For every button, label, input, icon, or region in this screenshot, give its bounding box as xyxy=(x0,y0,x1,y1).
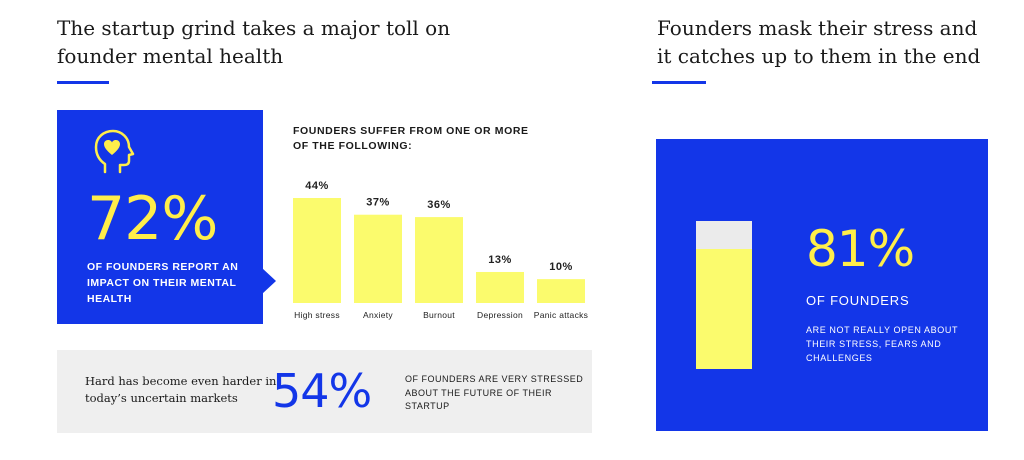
value-label-panic-attacks: 10% xyxy=(549,261,573,273)
category-label-burnout: Burnout xyxy=(423,310,455,320)
symptoms-bar-chart: 44% High stress 37% Anxiety 36% Burnout 13% Dep… xyxy=(293,180,588,320)
stat-81-label: OF FOUNDERS xyxy=(806,293,910,308)
stat-54-value: 54% xyxy=(272,364,372,418)
category-label-anxiety: Anxiety xyxy=(363,310,393,320)
value-label-anxiety: 37% xyxy=(366,197,390,209)
stat-81-description: ARE NOT REALLY OPEN ABOUT THEIR STRESS, … xyxy=(806,325,958,363)
category-label-panic-attacks: Panic attacks xyxy=(534,310,588,320)
bar-burnout xyxy=(415,217,463,303)
stat-81-card: 81% OF FOUNDERS ARE NOT REALLY OPEN ABOU… xyxy=(656,139,988,431)
stat-72-value: 72% xyxy=(87,184,218,254)
bar-anxiety xyxy=(354,214,402,303)
value-label-burnout: 36% xyxy=(427,199,451,211)
level-gauge-fill xyxy=(696,249,752,369)
chart-title: FOUNDERS SUFFER FROM ONE OR MORE OF THE … xyxy=(293,125,529,152)
category-label-high-stress: High stress xyxy=(294,310,340,320)
head-heart-icon xyxy=(94,129,135,174)
value-label-depression: 13% xyxy=(488,254,512,266)
left-headline: The startup grind takes a major toll on … xyxy=(57,16,451,68)
stat-72-description: OF FOUNDERS REPORT AN IMPACT ON THEIR ME… xyxy=(87,261,239,305)
level-gauge xyxy=(696,221,752,369)
stat-54-context: Hard has become even harder in today’s u… xyxy=(85,374,277,405)
bar-depression xyxy=(476,271,524,303)
value-label-high-stress: 44% xyxy=(305,180,329,192)
stat-54-card: Hard has become even harder in today’s u… xyxy=(57,350,592,433)
stat-81-value: 81% xyxy=(806,220,915,278)
right-headline: Founders mask their stress and it catche… xyxy=(657,16,981,68)
right-headline-underline xyxy=(652,81,706,84)
bar-high-stress xyxy=(293,198,341,303)
stat-card-pointer xyxy=(262,268,276,294)
stat-72-card: 72% OF FOUNDERS REPORT AN IMPACT ON THEI… xyxy=(57,110,263,324)
bar-panic-attacks xyxy=(537,279,585,303)
category-label-depression: Depression xyxy=(477,310,523,320)
stat-54-description: OF FOUNDERS ARE VERY STRESSED ABOUT THE … xyxy=(405,374,584,411)
left-headline-underline xyxy=(57,81,109,84)
